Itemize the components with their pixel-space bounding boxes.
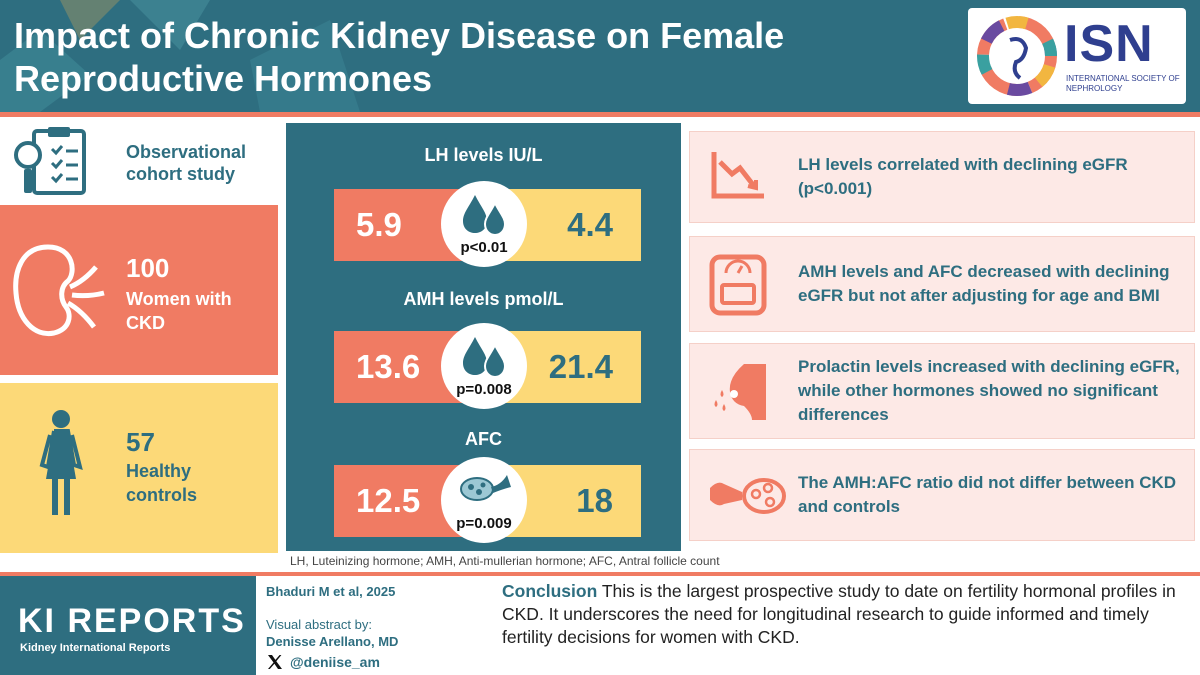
credit-label: Visual abstract by: [266, 617, 372, 632]
amh-ckd-value: 13.6 [356, 348, 421, 385]
page-title: Impact of Chronic Kidney Disease on Fema… [14, 15, 785, 99]
kidney-icon [13, 244, 105, 337]
drops-icon [463, 337, 507, 379]
isn-acronym: ISN [1064, 15, 1154, 73]
footer-divider [0, 572, 1200, 576]
ckd-count: 100 [126, 253, 170, 283]
x-logo-icon [268, 655, 282, 669]
lh-pvalue-circle: p<0.01 [441, 181, 527, 267]
credit-handle[interactable]: @deniise_am [290, 654, 380, 670]
decorative-shapes [0, 0, 360, 112]
metric-title-amh: AMH levels pmol/L [403, 289, 564, 309]
conclusion-text: This is the largest prospective study to… [502, 581, 1176, 647]
controls-group-panel: 57 Healthy controls [0, 383, 278, 553]
afc-control-value: 18 [576, 482, 613, 519]
isn-logo: ISN INTERNATIONAL SOCIETY OF NEPHROLOGY [968, 8, 1186, 104]
header-divider [0, 112, 1200, 117]
study-design-label: Observational cohort study [126, 142, 247, 184]
abbreviations-footnote: LH, Luteinizing hormone; AMH, Anti-mulle… [290, 554, 720, 568]
clipboard-magnifier-icon [14, 127, 86, 195]
finding-text: AMH levels and AFC decreased with declin… [798, 262, 1170, 305]
hormone-comparison-panel: LH levels IU/L 5.9 4.4 p<0.01 AMH levels… [286, 123, 681, 551]
controls-count: 57 [126, 427, 155, 457]
journal-logo: KI REPORTS Kidney International Reports [0, 576, 256, 675]
header-banner: Impact of Chronic Kidney Disease on Fema… [0, 0, 1200, 112]
journal-title: KI REPORTS [18, 602, 246, 640]
declining-chart-icon [711, 152, 764, 199]
credit-handle-row: @deniise_am [266, 653, 492, 671]
isn-org-name: INTERNATIONAL SOCIETY OF NEPHROLOGY [1066, 74, 1180, 93]
finding-prolactin: Prolactin levels increased with declinin… [689, 343, 1195, 439]
breast-milk-icon [714, 364, 766, 420]
amh-control-value: 21.4 [548, 348, 613, 385]
study-design-panel: Observational cohort study [0, 117, 278, 203]
conclusion: Conclusion This is the largest prospecti… [502, 580, 1192, 649]
conclusion-label: Conclusion [502, 581, 598, 601]
amh-pvalue-circle: p=0.008 [441, 323, 527, 409]
lh-pvalue: p<0.01 [460, 239, 508, 256]
finding-text: Prolactin levels increased with declinin… [798, 357, 1180, 424]
journal-subtitle: Kidney International Reports [20, 642, 171, 654]
citation: Bhaduri M et al, 2025 [266, 584, 396, 599]
ovary-icon [460, 475, 511, 501]
finding-lh: LH levels correlated with declining eGFR… [689, 131, 1195, 223]
ovary-tube-icon [710, 478, 786, 514]
amh-pvalue: p=0.008 [456, 381, 512, 398]
finding-text: The AMH:AFC ratio did not differ between… [798, 473, 1177, 516]
finding-amh: AMH levels and AFC decreased with declin… [689, 236, 1195, 332]
afc-pvalue-circle: p=0.009 [441, 457, 527, 543]
isn-globe-icon [977, 16, 1057, 96]
finding-text: LH levels correlated with declining eGFR… [798, 155, 1128, 198]
lh-ckd-value: 5.9 [356, 206, 402, 243]
metric-title-lh: LH levels IU/L [424, 145, 543, 165]
ckd-label: Women with CKD [126, 289, 232, 333]
afc-ckd-value: 12.5 [356, 482, 421, 519]
finding-ratio: The AMH:AFC ratio did not differ between… [689, 449, 1195, 541]
drops-icon [463, 195, 507, 237]
woman-icon [39, 410, 83, 515]
lh-control-value: 4.4 [567, 206, 613, 243]
afc-pvalue: p=0.009 [456, 515, 512, 532]
weight-scale-icon [709, 254, 767, 316]
ckd-group-panel: 100 Women with CKD [0, 205, 278, 375]
credit-name: Denisse Arellano, MD [266, 634, 399, 649]
metric-title-afc: AFC [465, 429, 502, 449]
credits: Bhaduri M et al, 2025 Visual abstract by… [266, 584, 492, 671]
controls-label: Healthy controls [126, 461, 198, 505]
